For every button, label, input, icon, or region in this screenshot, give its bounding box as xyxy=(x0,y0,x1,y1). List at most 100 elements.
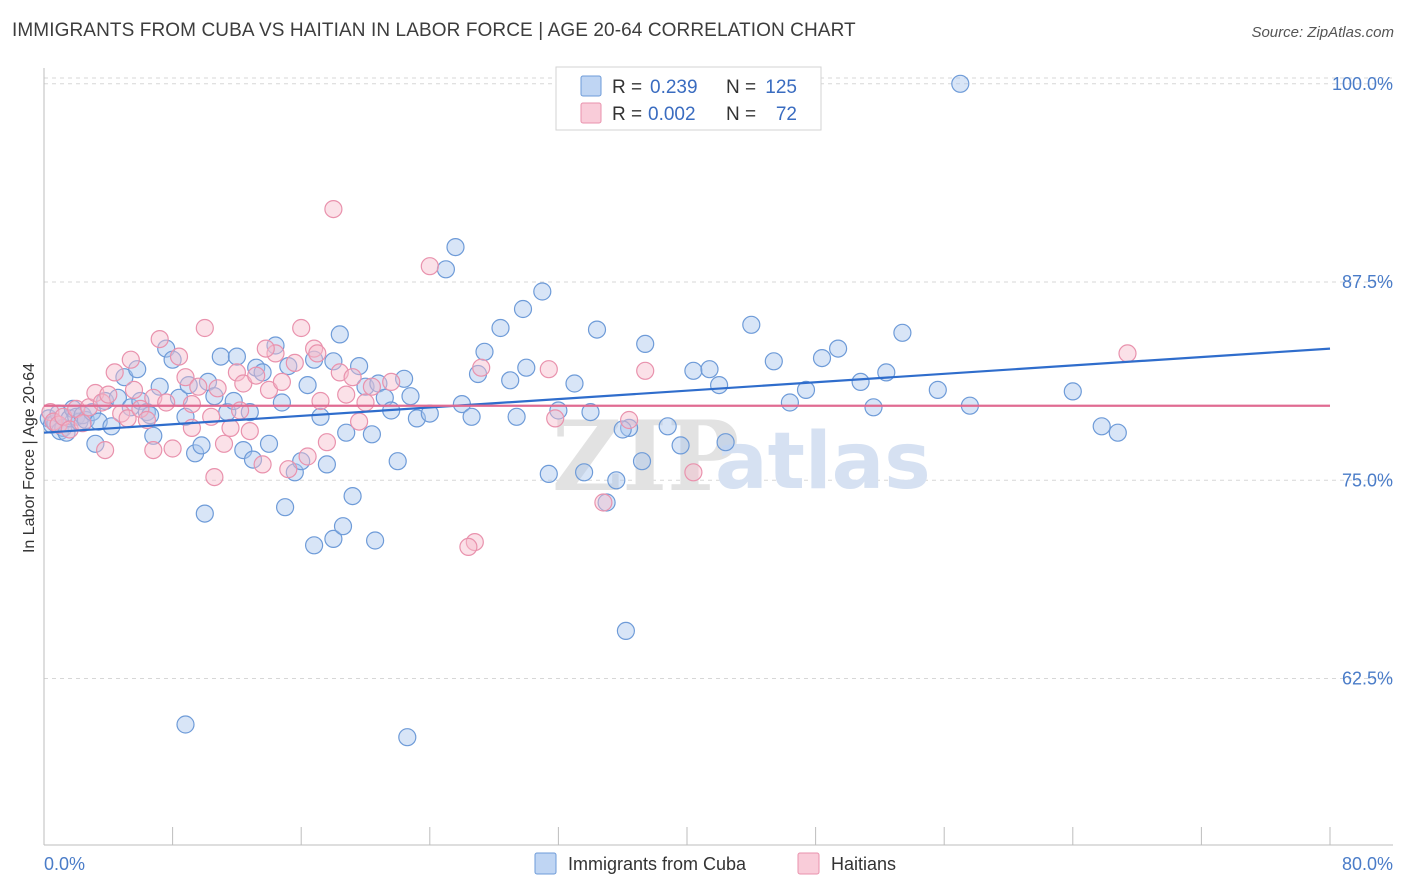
haitians-point xyxy=(214,434,234,453)
haitians-point xyxy=(343,368,362,387)
haitians-point xyxy=(308,344,327,363)
haitians-point xyxy=(285,353,304,372)
haitians-point xyxy=(240,422,259,441)
cuba-point xyxy=(533,282,552,301)
y-tick-label: 75.0% xyxy=(1342,470,1393,490)
haitians-point xyxy=(298,447,317,466)
cuba-point xyxy=(227,347,246,366)
haitians-point xyxy=(169,347,189,366)
haitians-point xyxy=(44,412,63,431)
cuba-point xyxy=(401,387,420,406)
cuba-point xyxy=(742,315,761,334)
x-tick-label-min: 0.0% xyxy=(44,854,85,874)
haitians-point xyxy=(105,363,124,382)
cuba-point xyxy=(102,417,121,436)
haitians-point xyxy=(176,368,195,387)
cuba-point xyxy=(398,728,417,747)
series-legend-label-haitians: Haitians xyxy=(831,854,896,874)
cuba-point xyxy=(362,425,381,444)
axes xyxy=(43,68,1393,846)
series-haitians-points xyxy=(41,200,1137,557)
haitians-point xyxy=(195,318,214,338)
legend-r-value-haitians: 0.002 xyxy=(648,104,696,125)
cuba-point xyxy=(864,398,883,417)
correlation-legend: R = 0.239 N = 125 R = 0.002 N = 72 xyxy=(555,66,822,131)
cuba-point xyxy=(324,529,343,549)
haitians-point xyxy=(684,463,703,482)
haitians-point xyxy=(279,460,298,479)
cuba-point xyxy=(350,357,369,376)
haitians-point xyxy=(137,410,156,430)
cuba-point xyxy=(491,318,510,338)
haitians-point xyxy=(619,410,639,430)
haitians-point xyxy=(420,257,439,276)
cuba-point xyxy=(388,452,407,471)
haitians-point xyxy=(356,393,375,412)
cuba-point xyxy=(366,531,385,550)
cuba-point xyxy=(828,339,848,358)
haitians-point xyxy=(247,366,266,385)
cuba-point xyxy=(243,450,263,469)
haitians-point xyxy=(253,455,272,474)
haitians-point xyxy=(205,468,224,487)
legend-swatch-haitians xyxy=(580,102,602,124)
cuba-point xyxy=(671,436,690,455)
cuba-point xyxy=(951,74,970,93)
legend-swatch-cuba xyxy=(580,75,602,97)
watermark-zip: ZIP xyxy=(552,400,739,513)
cuba-point xyxy=(330,325,349,344)
cuba-point xyxy=(1063,382,1082,401)
legend-r-label-cuba: R = xyxy=(612,77,642,98)
cuba-point xyxy=(616,621,636,641)
cuba-point xyxy=(337,423,356,442)
haitians-point xyxy=(472,358,491,377)
cuba-point xyxy=(513,299,533,319)
legend-n-label-cuba: N = xyxy=(726,77,756,98)
legend-r-label-haitians: R = xyxy=(612,104,642,125)
legend-n-value-cuba: 125 xyxy=(765,77,797,98)
haitians-point xyxy=(594,493,613,512)
haitians-point xyxy=(337,385,356,404)
tick-labels: 62.5% 75.0% 87.5% 100.0% 0.0% 80.0% xyxy=(44,74,1393,874)
trendline-cuba xyxy=(43,347,1331,434)
series-legend: Immigrants from Cuba Haitians xyxy=(534,852,896,875)
haitians-point xyxy=(189,377,208,396)
cuba-point xyxy=(812,349,832,368)
haitians-point xyxy=(539,360,558,379)
haitians-point xyxy=(124,380,144,399)
haitians-point xyxy=(182,395,201,414)
legend-n-value-haitians: 72 xyxy=(776,104,797,125)
cuba-point xyxy=(780,393,800,412)
series-cuba-points xyxy=(39,74,1127,747)
chart-title: IMMIGRANTS FROM CUBA VS HAITIAN IN LABOR… xyxy=(12,20,856,41)
cuba-point xyxy=(324,352,343,371)
cuba-point xyxy=(796,380,816,399)
y-tick-label: 62.5% xyxy=(1342,668,1393,688)
cuba-point xyxy=(305,536,324,555)
haitians-point xyxy=(259,380,279,399)
cuba-point xyxy=(587,320,607,339)
cuba-point xyxy=(436,260,455,279)
haitians-point xyxy=(317,433,336,452)
cuba-point xyxy=(507,407,526,426)
cuba-point xyxy=(764,352,783,371)
cuba-point xyxy=(192,436,211,455)
cuba-point xyxy=(700,360,719,379)
haitians-point xyxy=(99,385,118,404)
y-axis-title: In Labor Force | Age 20-64 xyxy=(21,363,38,553)
haitians-point xyxy=(73,414,92,433)
haitians-point xyxy=(362,377,381,396)
haitians-point xyxy=(311,391,330,411)
series-legend-label-cuba: Immigrants from Cuba xyxy=(568,854,747,874)
haitians-point xyxy=(95,441,115,460)
cuba-point xyxy=(195,504,214,523)
cuba-point xyxy=(462,407,481,426)
cuba-point xyxy=(565,374,584,393)
watermark-atlas: atlas xyxy=(715,417,931,507)
y-tick-label: 100.0% xyxy=(1332,74,1393,94)
haitians-point xyxy=(1118,344,1137,363)
legend-r-value-cuba: 0.239 xyxy=(650,77,698,98)
haitians-point xyxy=(324,200,343,219)
cuba-point xyxy=(1092,417,1111,436)
